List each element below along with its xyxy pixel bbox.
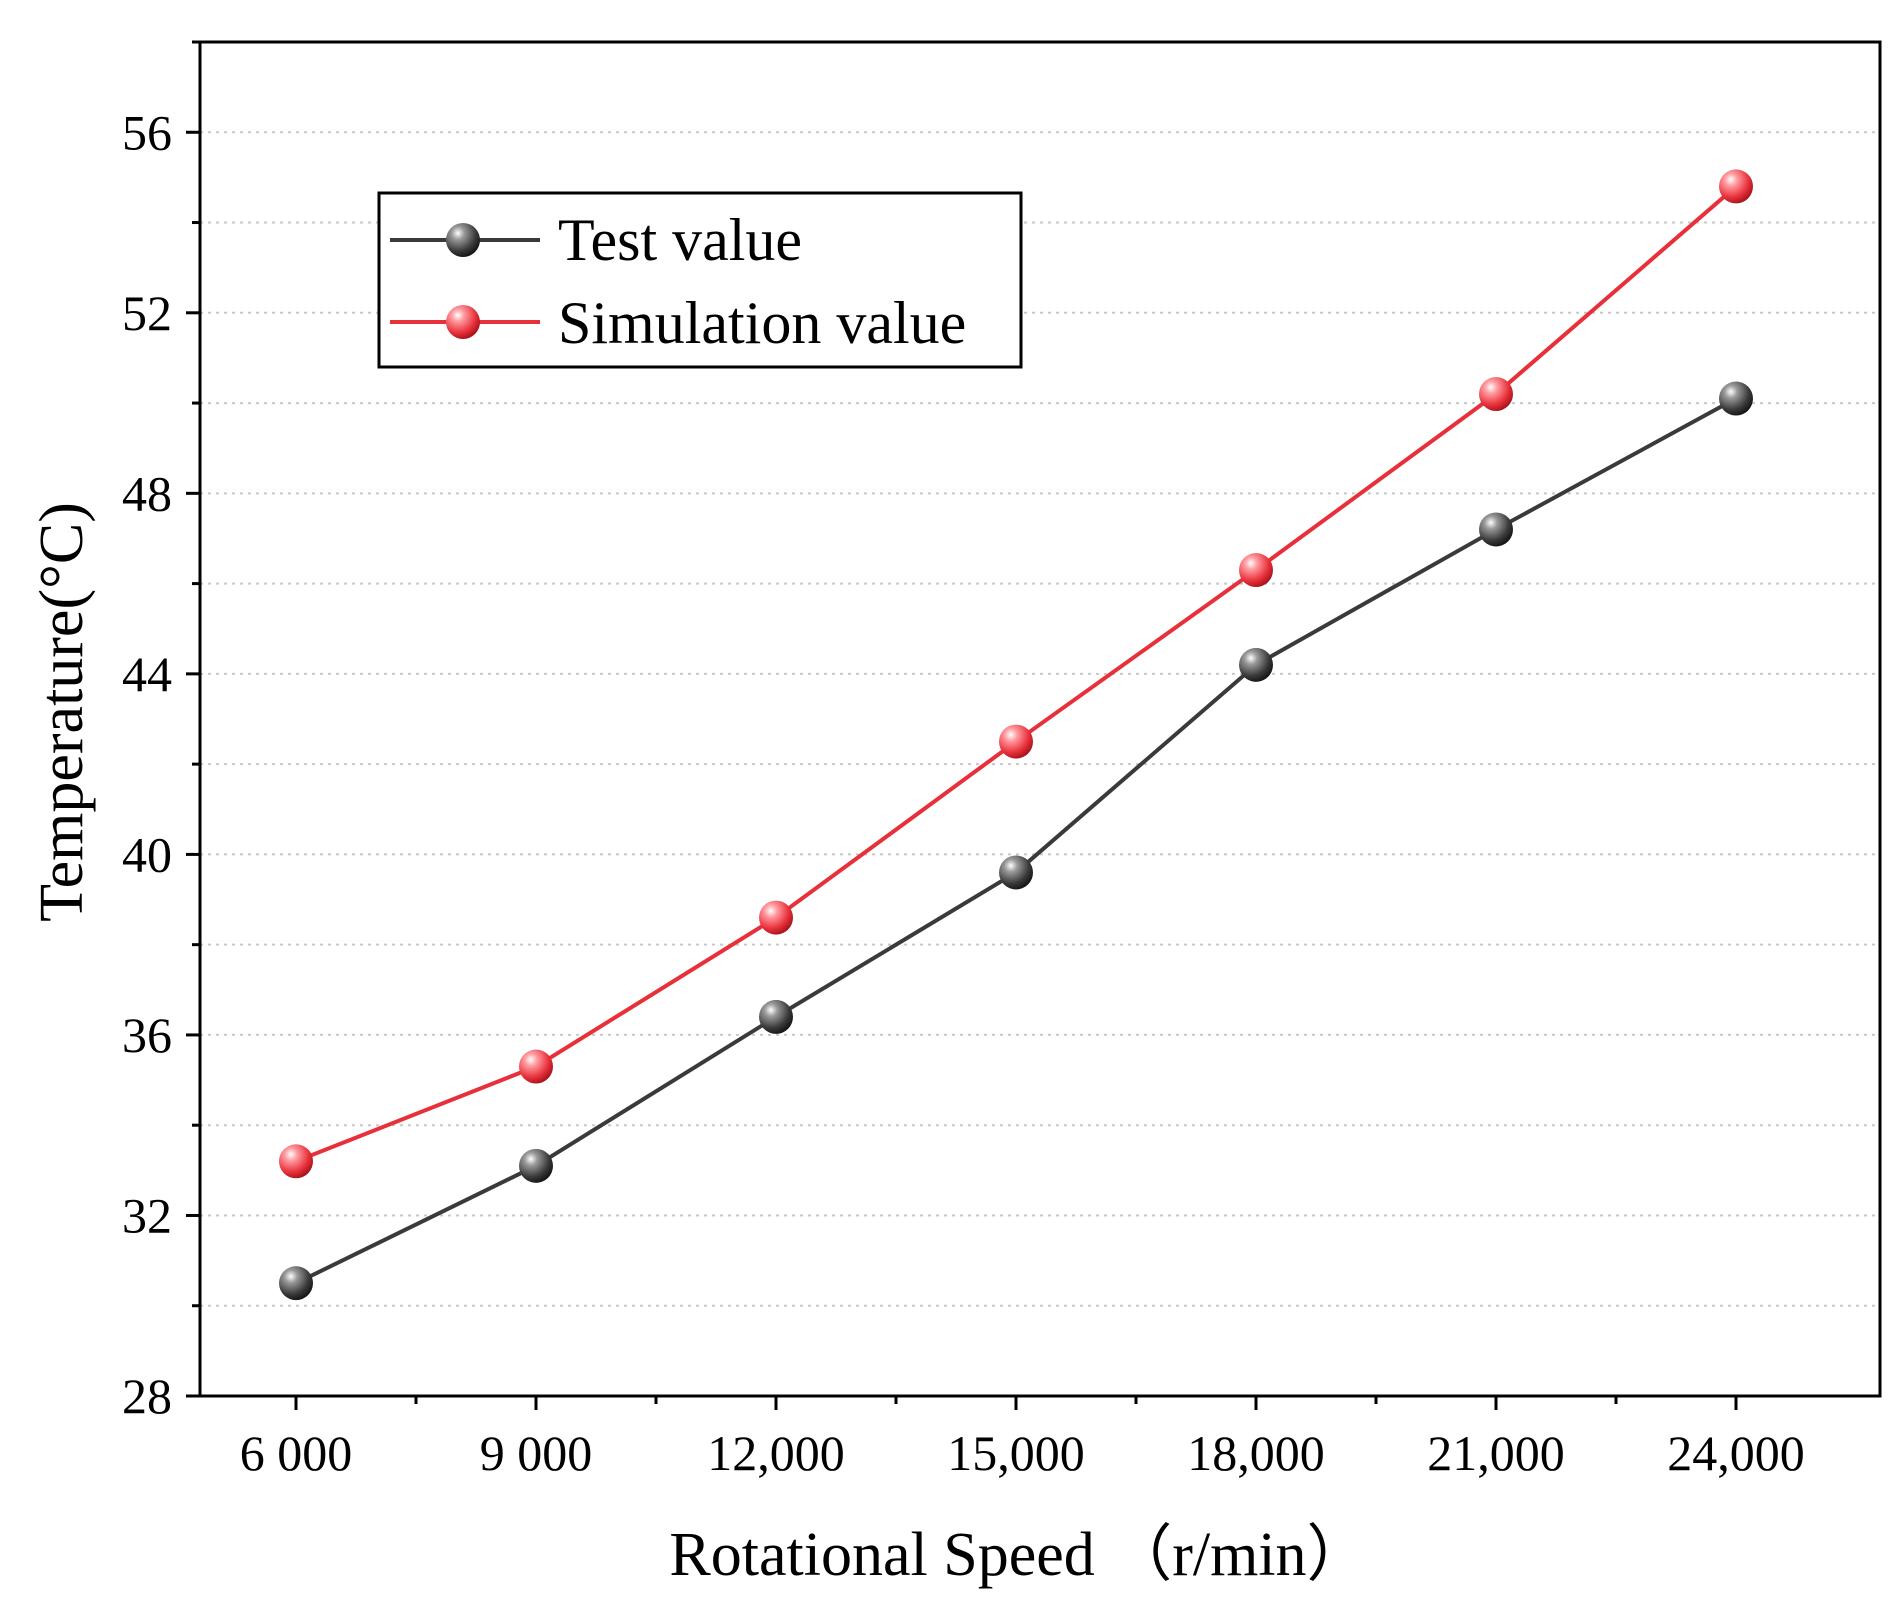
y-tick-label: 52: [122, 285, 172, 341]
x-tick-label: 15,000: [947, 1425, 1085, 1481]
x-tick-label: 9 000: [480, 1425, 593, 1481]
data-point-simulation: [1239, 553, 1273, 588]
data-point-test: [279, 1266, 313, 1301]
x-tick-label: 18,000: [1187, 1425, 1325, 1481]
data-point-simulation: [279, 1144, 313, 1179]
legend-marker-simulation: [446, 305, 480, 339]
legend-marker-test: [446, 223, 480, 257]
data-point-test: [999, 855, 1033, 890]
y-tick-label: 56: [122, 104, 172, 160]
legend-label-test: Test value: [558, 207, 802, 273]
tick-labels: 28 32 36 40 44 48 52 56 6 000 9 000 12,000 15,000 18…: [122, 104, 1805, 1481]
data-point-test: [519, 1148, 553, 1183]
y-tick-label: 32: [122, 1187, 172, 1243]
plot-frame: [198, 40, 1882, 1398]
legend: Test value Simulation value: [377, 191, 1023, 369]
data-point-simulation: [759, 900, 793, 935]
data-point-simulation: [999, 724, 1033, 759]
legend-box: [377, 191, 1023, 369]
data-point-simulation: [1479, 377, 1513, 412]
y-tick-label: 36: [122, 1007, 172, 1063]
series-layer: [279, 169, 1753, 1301]
series-line-test: [295, 396, 1737, 1285]
x-tick-label: 12,000: [707, 1425, 845, 1481]
data-point-test: [1719, 381, 1753, 416]
y-axis-title: Temperature(°C): [28, 502, 96, 922]
legend-label-simulation: Simulation value: [558, 290, 966, 356]
data-point-test: [759, 999, 793, 1034]
data-point-simulation: [1719, 169, 1753, 204]
data-point-simulation: [519, 1049, 553, 1084]
y-tick-label: 44: [122, 646, 172, 702]
y-tick-label: 40: [122, 826, 172, 882]
axes: [186, 40, 1882, 1410]
y-tick-label: 48: [122, 465, 172, 521]
data-point-test: [1239, 647, 1273, 682]
y-tick-label: 28: [122, 1368, 172, 1424]
x-axis-title: Rotational Speed （r/min）: [669, 1521, 1368, 1589]
x-tick-label: 6 000: [240, 1425, 353, 1481]
x-tick-label: 21,000: [1427, 1425, 1565, 1481]
x-tick-label: 24,000: [1667, 1425, 1805, 1481]
data-point-test: [1479, 512, 1513, 547]
